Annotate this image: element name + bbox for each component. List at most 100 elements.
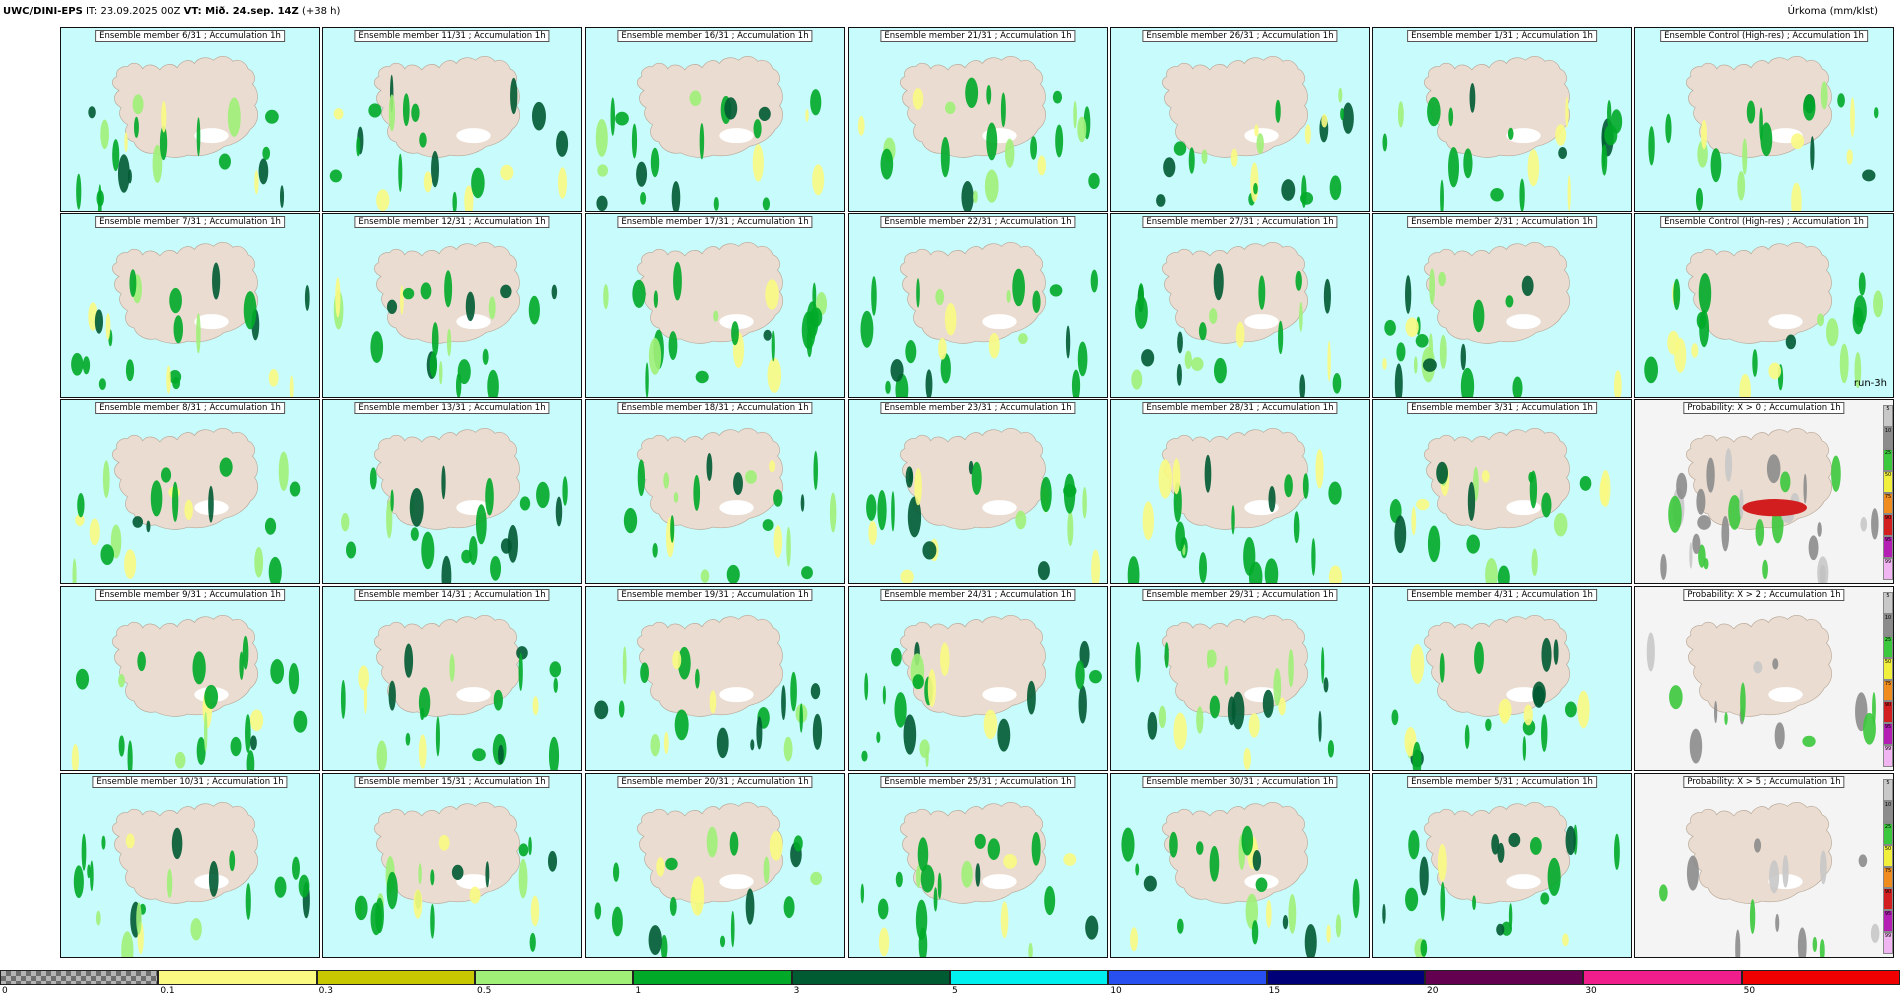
precip-area (1015, 510, 1027, 530)
precip-area (668, 331, 678, 360)
map-canvas (1382, 242, 1622, 397)
precip-area (386, 499, 393, 539)
precip-area (1529, 836, 1542, 855)
precip-area (1508, 903, 1513, 930)
precip-area (640, 662, 649, 684)
precip-area (81, 833, 87, 871)
precip-area (864, 672, 869, 701)
precip-area (388, 94, 396, 132)
precip-area (1673, 278, 1681, 311)
precip-area (1759, 107, 1763, 142)
map-canvas (1389, 428, 1611, 583)
precip-area (531, 101, 546, 131)
precip-area (404, 643, 414, 678)
precip-area (1090, 269, 1098, 293)
precip-area (917, 837, 929, 872)
precip-area (983, 709, 998, 740)
precip-area (1018, 333, 1028, 345)
precip-area (919, 739, 930, 758)
precip-area (370, 902, 382, 936)
glacier-area (456, 874, 491, 890)
header-run-info: UWC/DINI-EPS IT: 23.09.2025 00Z VT: Mið.… (3, 6, 340, 17)
probability-legend-item: 5 (1883, 405, 1893, 427)
precip-area (218, 153, 231, 170)
precip-area (411, 103, 420, 122)
precip-area (612, 862, 620, 882)
precip-area (1382, 133, 1388, 152)
glacier-area (456, 128, 491, 144)
precip-area (1803, 94, 1816, 121)
precip-area (1739, 489, 1744, 520)
panel-title: Ensemble member 29/31 ; Accumulation 1h (1142, 589, 1338, 601)
precip-area (1749, 899, 1756, 934)
precip-area (1075, 660, 1085, 690)
precip-area (1803, 473, 1807, 504)
precip-area (1448, 107, 1454, 127)
precip-area (1243, 747, 1251, 770)
precip-area (961, 180, 974, 211)
colorbar-tick-label: 20 (1427, 986, 1439, 996)
precip-area (1416, 498, 1430, 511)
precip-area (1496, 923, 1505, 936)
panel-title: Ensemble member 25/31 ; Accumulation 1h (880, 776, 1076, 788)
precip-area (168, 369, 182, 384)
precip-area (1130, 927, 1138, 952)
precip-area (333, 108, 344, 120)
ensemble-map-grid: Ensemble member 6/31 ; Accumulation 1h En… (60, 27, 1894, 958)
map-canvas (1659, 802, 1880, 957)
precip-area (1505, 295, 1514, 308)
precip-area (767, 357, 782, 393)
precip-area (1230, 148, 1238, 168)
precip-area (418, 734, 427, 769)
precip-area (1695, 187, 1704, 211)
precip-area (595, 118, 608, 157)
precip-area (971, 461, 982, 495)
ensemble-member-map-panel: Ensemble member 10/31 ; Accumulation 1h (60, 773, 320, 958)
precip-area (429, 351, 438, 378)
colorbar-tick-label: 5 (952, 986, 958, 996)
precip-area (1156, 194, 1166, 207)
probability-legend-item: 50 (1883, 844, 1893, 867)
precip-area (121, 931, 134, 957)
map-canvas (1156, 56, 1354, 208)
precip-area (800, 494, 805, 512)
precip-area (1301, 174, 1307, 208)
panel-title: Ensemble member 4/31 ; Accumulation 1h (1407, 589, 1597, 601)
precip-area (1873, 107, 1879, 119)
precip-area (1676, 472, 1688, 500)
precip-area (997, 718, 1011, 752)
glacier-area (1768, 314, 1803, 330)
precip-area (1746, 100, 1756, 124)
precip-area (1209, 845, 1220, 882)
precip-area (1541, 637, 1552, 672)
precip-area (1000, 901, 1009, 939)
precip-area (611, 906, 623, 937)
precip-area (653, 290, 659, 308)
precip-area (471, 167, 485, 199)
precip-area (368, 103, 382, 118)
ensemble-member-map-panel: Ensemble member 2/31 ; Accumulation 1h (1372, 213, 1632, 398)
precip-area (673, 492, 679, 503)
precip-area (161, 100, 167, 133)
precip-area (1491, 833, 1500, 855)
precip-area (1527, 149, 1540, 187)
precip-area (370, 331, 384, 363)
colorbar-tick-label: 10 (1110, 986, 1122, 996)
precip-area (1077, 116, 1087, 143)
precip-area (618, 700, 625, 718)
precip-area (430, 903, 435, 939)
precip-area (556, 130, 569, 157)
precip-area (518, 858, 528, 899)
precip-area (441, 555, 452, 583)
panel-title: Ensemble member 13/31 ; Accumulation 1h (354, 402, 550, 414)
probability-legend: 5 10 25 50 75 90 95 99 (1883, 400, 1893, 583)
precip-area (1846, 149, 1853, 165)
precip-area (94, 309, 104, 334)
probability-legend-item: 75 (1883, 866, 1893, 889)
precip-area (810, 683, 821, 700)
precip-area (1579, 475, 1592, 491)
precip-area (1438, 271, 1446, 287)
precip-area (461, 549, 472, 564)
precip-area (413, 889, 423, 919)
precip-area (278, 451, 289, 491)
